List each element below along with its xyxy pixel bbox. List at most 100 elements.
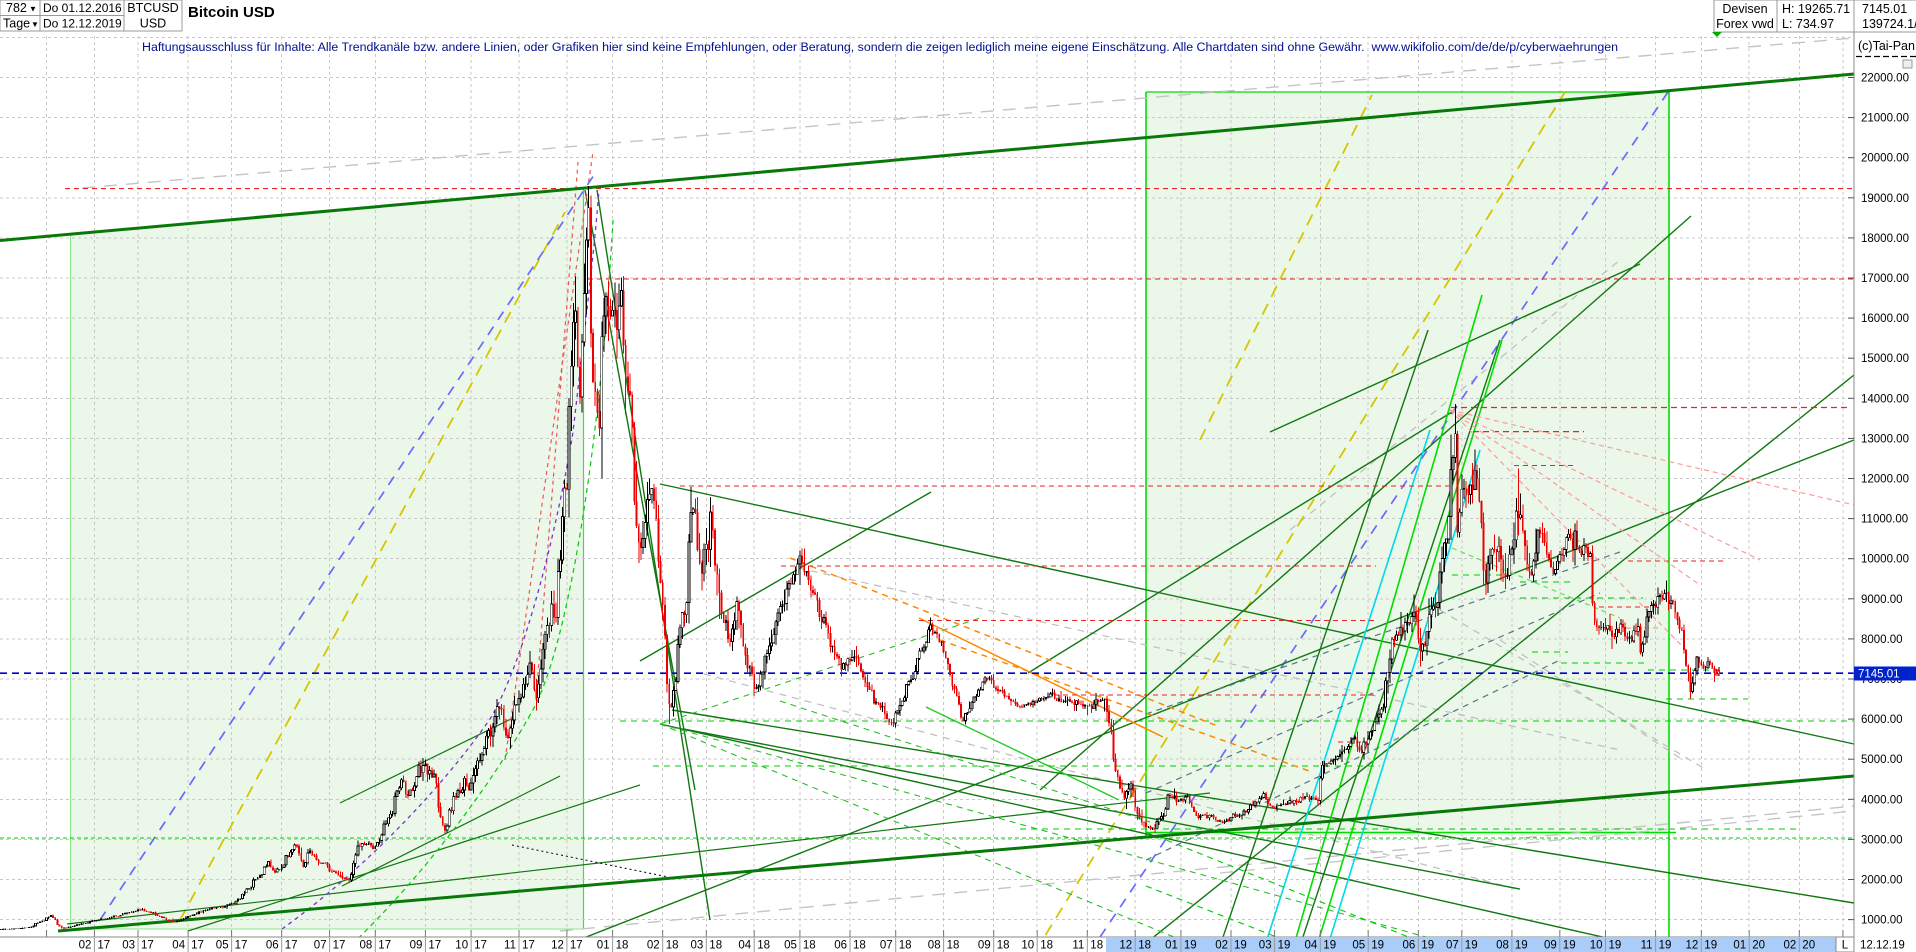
svg-text:▼: ▼ — [31, 20, 39, 29]
svg-text:19: 19 — [1234, 940, 1247, 952]
svg-text:17: 17 — [522, 940, 535, 952]
svg-text:12: 12 — [551, 940, 564, 952]
svg-text:15000.00: 15000.00 — [1861, 353, 1909, 365]
svg-text:18: 18 — [1090, 940, 1103, 952]
svg-text:19: 19 — [1371, 940, 1384, 952]
svg-text:18: 18 — [853, 940, 866, 952]
svg-text:18: 18 — [1138, 940, 1151, 952]
svg-text:19: 19 — [1323, 940, 1336, 952]
svg-text:17: 17 — [97, 940, 110, 952]
svg-text:▼: ▼ — [29, 5, 37, 14]
svg-text:02: 02 — [647, 940, 660, 952]
svg-text:USD: USD — [140, 17, 166, 31]
svg-text:13000.00: 13000.00 — [1861, 433, 1909, 445]
svg-text:18: 18 — [997, 940, 1010, 952]
svg-text:10: 10 — [1590, 940, 1603, 952]
svg-text:08: 08 — [928, 940, 941, 952]
svg-text:Forex vwd: Forex vwd — [1716, 17, 1774, 31]
svg-text:3000.00: 3000.00 — [1861, 834, 1903, 846]
svg-text:01: 01 — [1165, 940, 1178, 952]
svg-text:17: 17 — [570, 940, 583, 952]
svg-text:16000.00: 16000.00 — [1861, 313, 1909, 325]
svg-text:05: 05 — [1352, 940, 1365, 952]
svg-text:17: 17 — [428, 940, 441, 952]
svg-text:17: 17 — [141, 940, 154, 952]
svg-text:18: 18 — [757, 940, 770, 952]
svg-text:01: 01 — [597, 940, 610, 952]
svg-text:17: 17 — [191, 940, 204, 952]
svg-text:17: 17 — [333, 940, 346, 952]
svg-text:18: 18 — [1040, 940, 1053, 952]
svg-text:03: 03 — [1259, 940, 1272, 952]
svg-text:Haftungsausschluss für Inhalte: Haftungsausschluss für Inhalte: Alle Tre… — [142, 40, 1618, 54]
svg-text:02: 02 — [79, 940, 92, 952]
svg-text:L: L — [1842, 940, 1849, 952]
svg-text:L: 734.97: L: 734.97 — [1782, 17, 1834, 31]
svg-text:09: 09 — [978, 940, 991, 952]
svg-text:8000.00: 8000.00 — [1861, 634, 1903, 646]
svg-text:20: 20 — [1752, 940, 1765, 952]
svg-text:7145.01: 7145.01 — [1862, 2, 1907, 16]
svg-text:20000.00: 20000.00 — [1861, 153, 1909, 165]
svg-text:05: 05 — [784, 940, 797, 952]
svg-text:19: 19 — [1278, 940, 1291, 952]
svg-text:02: 02 — [1784, 940, 1797, 952]
svg-text:08: 08 — [360, 940, 373, 952]
svg-text:06: 06 — [1403, 940, 1416, 952]
svg-text:04: 04 — [172, 940, 185, 952]
svg-text:18: 18 — [709, 940, 722, 952]
svg-text:Do 01.12.2016: Do 01.12.2016 — [43, 1, 122, 15]
svg-text:11: 11 — [504, 940, 516, 952]
svg-text:19: 19 — [1421, 940, 1434, 952]
svg-text:02: 02 — [1215, 940, 1228, 952]
svg-text:19: 19 — [1515, 940, 1528, 952]
svg-text:18: 18 — [947, 940, 960, 952]
svg-text:18: 18 — [899, 940, 912, 952]
svg-text:4000.00: 4000.00 — [1861, 794, 1903, 806]
svg-text:11: 11 — [1072, 940, 1084, 952]
svg-text:11000.00: 11000.00 — [1861, 514, 1908, 526]
svg-text:12000.00: 12000.00 — [1861, 474, 1909, 486]
svg-text:18: 18 — [616, 940, 629, 952]
svg-text:9000.00: 9000.00 — [1861, 594, 1903, 606]
svg-text:10: 10 — [1021, 940, 1034, 952]
svg-text:5000.00: 5000.00 — [1861, 754, 1903, 766]
svg-text:6000.00: 6000.00 — [1861, 714, 1903, 726]
svg-text:12: 12 — [1119, 940, 1132, 952]
svg-text:11: 11 — [1641, 940, 1653, 952]
svg-text:12.12.19: 12.12.19 — [1860, 940, 1905, 952]
svg-text:03: 03 — [122, 940, 135, 952]
svg-text:2000.00: 2000.00 — [1861, 875, 1903, 887]
svg-text:04: 04 — [738, 940, 751, 952]
svg-text:10: 10 — [455, 940, 468, 952]
svg-text:17: 17 — [378, 940, 391, 952]
svg-text:Bitcoin USD: Bitcoin USD — [188, 4, 275, 21]
svg-text:18: 18 — [803, 940, 816, 952]
svg-text:01: 01 — [1733, 940, 1746, 952]
svg-text:(c)Tai-Pan: (c)Tai-Pan — [1858, 39, 1915, 53]
svg-text:20: 20 — [1802, 940, 1815, 952]
svg-text:21000.00: 21000.00 — [1861, 113, 1909, 125]
svg-text:22000.00: 22000.00 — [1861, 73, 1909, 85]
svg-text:Devisen: Devisen — [1722, 2, 1767, 16]
svg-text:17: 17 — [474, 940, 487, 952]
svg-text:14000.00: 14000.00 — [1861, 393, 1909, 405]
svg-text:04: 04 — [1305, 940, 1318, 952]
svg-text:17: 17 — [235, 940, 248, 952]
svg-text:18000.00: 18000.00 — [1861, 233, 1909, 245]
svg-text:19: 19 — [1563, 940, 1576, 952]
svg-text:10000.00: 10000.00 — [1861, 554, 1909, 566]
svg-text:07: 07 — [314, 940, 327, 952]
svg-text:18: 18 — [666, 940, 679, 952]
svg-text:Do 12.12.2019: Do 12.12.2019 — [43, 17, 122, 31]
svg-text:1000.00: 1000.00 — [1861, 915, 1903, 927]
svg-text:139724.1/: 139724.1/ — [1862, 17, 1916, 31]
svg-text:06: 06 — [266, 940, 279, 952]
svg-text:Tage: Tage — [3, 17, 30, 31]
svg-text:19: 19 — [1465, 940, 1478, 952]
svg-text:19: 19 — [1659, 940, 1672, 952]
svg-text:17000.00: 17000.00 — [1861, 273, 1909, 285]
svg-text:03: 03 — [691, 940, 704, 952]
svg-text:08: 08 — [1496, 940, 1509, 952]
svg-text:BTCUSD: BTCUSD — [127, 1, 178, 15]
